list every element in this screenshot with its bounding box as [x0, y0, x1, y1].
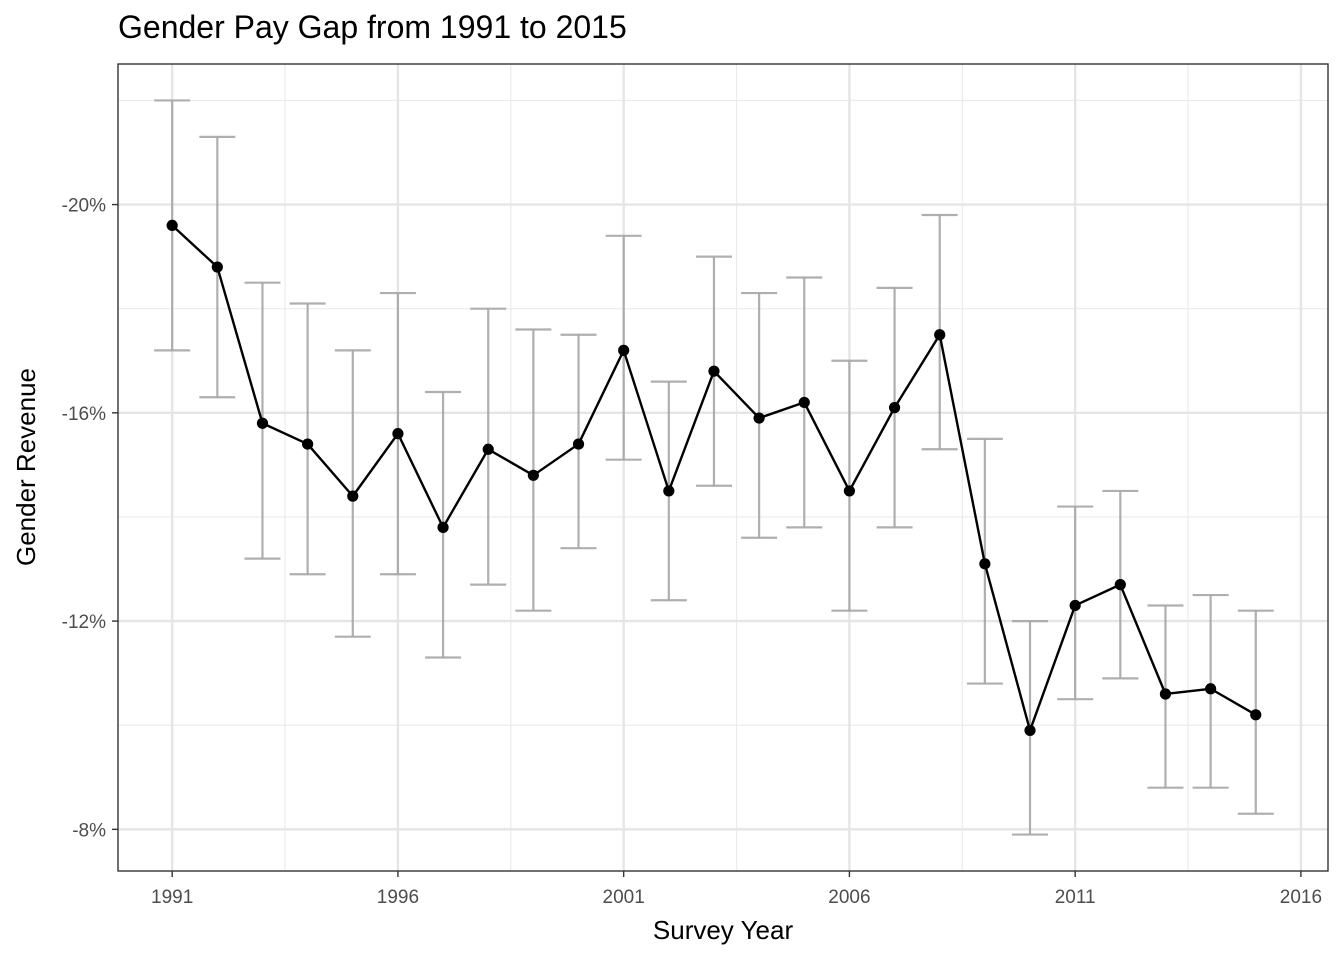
data-point [211, 261, 223, 273]
y-axis: -20% -16% -12% -8% [62, 196, 118, 841]
data-point [392, 428, 404, 440]
data-point [618, 344, 630, 356]
y-tick-label: -20% [62, 196, 106, 217]
plot-background [118, 64, 1328, 871]
data-point [1069, 599, 1081, 612]
data-point [1024, 724, 1036, 737]
plot-area [118, 64, 1328, 871]
data-point [1159, 688, 1172, 700]
data-point [482, 443, 494, 455]
data-point [1250, 709, 1262, 721]
x-tick-label: 1991 [151, 887, 193, 908]
data-point [256, 417, 269, 429]
data-point [888, 402, 901, 414]
data-point [302, 438, 314, 450]
data-point [1114, 579, 1126, 591]
x-axis: 1991 1996 2001 2006 2011 2016 [151, 871, 1322, 908]
error-bars [154, 99, 1274, 836]
data-point [708, 365, 720, 377]
data-point [166, 219, 178, 231]
minor-gridlines [118, 64, 1328, 871]
data-point [527, 469, 539, 481]
data-points [166, 219, 1262, 737]
y-tick-label: -8% [72, 820, 106, 841]
data-point [663, 485, 675, 497]
x-tick-label: 2001 [603, 887, 645, 908]
data-point [798, 396, 810, 409]
data-point [437, 521, 449, 533]
data-point [843, 485, 856, 497]
x-tick-label: 2016 [1280, 887, 1322, 908]
x-tick-label: 2006 [828, 887, 870, 908]
chart-title: Gender Pay Gap from 1991 to 2015 [118, 9, 627, 45]
x-tick-label: 1996 [377, 887, 419, 908]
x-axis-title: Survey Year [653, 915, 794, 945]
data-point [1205, 683, 1217, 695]
plot-border [117, 63, 1329, 872]
y-tick-label: -16% [62, 404, 106, 425]
x-tick-label: 2011 [1055, 887, 1096, 908]
data-point [979, 558, 991, 570]
y-tick-label: -12% [62, 612, 106, 633]
data-point [347, 490, 359, 502]
y-axis-title: Gender Revenue [11, 368, 41, 566]
data-point [572, 438, 585, 450]
data-point [934, 329, 946, 341]
data-point [753, 412, 765, 424]
